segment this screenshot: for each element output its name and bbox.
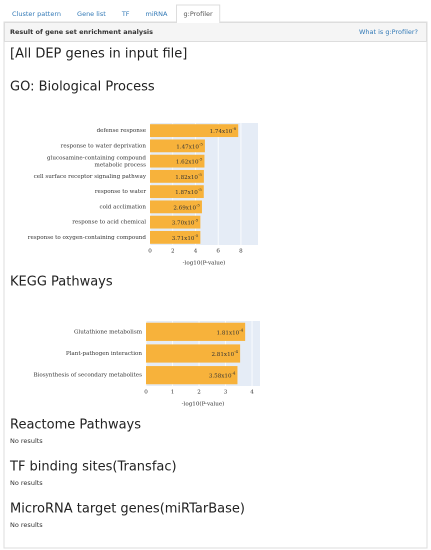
value-label: 2.81x10-4 [211,349,238,358]
tab-label[interactable]: Gene list [77,10,106,18]
category-label: glucosamine-containing compound metabolic… [47,155,146,168]
bar [150,124,239,138]
x-axis-title: -log10(P-value) [182,401,225,408]
input-title: [All DEP genes in input file] [10,47,187,62]
value-label-exponent: -5 [199,141,203,146]
value-label-exponent: -5 [198,172,202,177]
chart-title: GO: Biological Process [10,80,155,95]
x-tick-label: 4 [250,390,254,396]
value-label-base: 3.70x10 [172,220,195,226]
category-label: response to water deprivation [61,143,147,149]
value-label-exponent: -5 [194,233,198,238]
section-heading: TF binding sites(Transfac) [9,460,177,475]
section-message: No results [10,437,43,445]
value-label-exponent: -5 [198,187,202,192]
category-label: defense response [97,128,147,134]
value-label-exponent: -4 [234,349,238,354]
x-tick-label: 3 [224,390,228,396]
value-label-exponent: -5 [196,202,200,207]
value-label: 1.62x10-5 [176,157,203,166]
value-label: 3.58x10-4 [209,371,236,380]
section-heading: MicroRNA target genes(miRTarBase) [10,502,245,517]
bar [150,154,205,168]
tab-label[interactable]: Cluster pattern [12,10,61,18]
value-label-exponent: -4 [232,371,236,376]
category-label: cold acclimation [100,204,147,210]
x-tick-label: 6 [216,249,220,255]
value-label: 1.87x10-5 [175,187,202,196]
value-label-base: 3.58x10 [209,373,232,379]
x-tick-label: 0 [144,390,148,396]
help-link[interactable]: What is g:Profiler? [359,28,418,36]
panel [3,21,428,549]
value-label: 1.47x10-5 [176,141,203,150]
value-label-base: 1.47x10 [176,144,199,150]
bar [150,185,204,199]
category-label: cell surface receptor signaling pathway [34,174,147,180]
chart-title: KEGG Pathways [10,275,113,290]
tab-label[interactable]: miRNA [146,10,169,18]
value-label: 3.70x10-5 [172,218,199,227]
value-label-base: 1.82x10 [175,174,198,180]
category-label: response to acid chemical [72,220,146,226]
value-label-base: 2.81x10 [211,352,234,358]
section-message: No results [10,521,43,529]
x-tick-label: 1 [171,390,175,396]
category-label: response to water [95,189,146,195]
tab-joint [177,21,220,23]
value-label-exponent: -8 [232,126,236,131]
value-label-exponent: -4 [239,327,243,332]
value-label-base: 3.71x10 [172,235,195,241]
value-label-exponent: -5 [194,218,198,223]
x-axis-title: -log10(P-value) [183,260,226,267]
section-heading: Reactome Pathways [10,418,141,433]
tab-label[interactable]: TF [121,10,130,18]
tab-label[interactable]: g:Profiler [184,10,214,18]
section-message: No results [10,479,43,487]
value-label-base: 1.62x10 [176,159,199,165]
bar [146,322,246,341]
value-label: 3.71x10-5 [172,233,199,242]
x-tick-label: 2 [197,390,201,396]
value-label: 1.82x10-5 [175,172,202,181]
category-label: Biosynthesis of secondary metabolites [33,373,142,379]
category-label: response to oxygen-containing compound [28,235,147,241]
value-label-exponent: -5 [199,157,203,162]
x-tick-label: 0 [148,249,152,255]
bar [150,215,201,229]
value-label: 1.81x10-4 [217,327,244,336]
x-tick-label: 2 [171,249,175,255]
value-label: 2.69x10-5 [173,202,200,211]
category-label: Glutathione metabolism [74,329,143,335]
value-label-base: 1.87x10 [175,190,198,196]
bar [150,169,204,183]
bar [150,200,202,214]
x-tick-label: 4 [194,249,198,255]
panel-title: Result of gene set enrichment analysis [10,28,153,36]
value-label: 1.74x10-8 [210,126,237,135]
bar [150,139,205,153]
bar [146,344,241,363]
bar [146,366,238,385]
value-label-base: 1.74x10 [210,129,233,135]
value-label-base: 2.69x10 [173,205,196,211]
x-tick-label: 8 [239,249,243,255]
bar [150,230,201,244]
value-label-base: 1.81x10 [217,330,240,336]
category-label: Plant-pathogen interaction [66,351,143,357]
